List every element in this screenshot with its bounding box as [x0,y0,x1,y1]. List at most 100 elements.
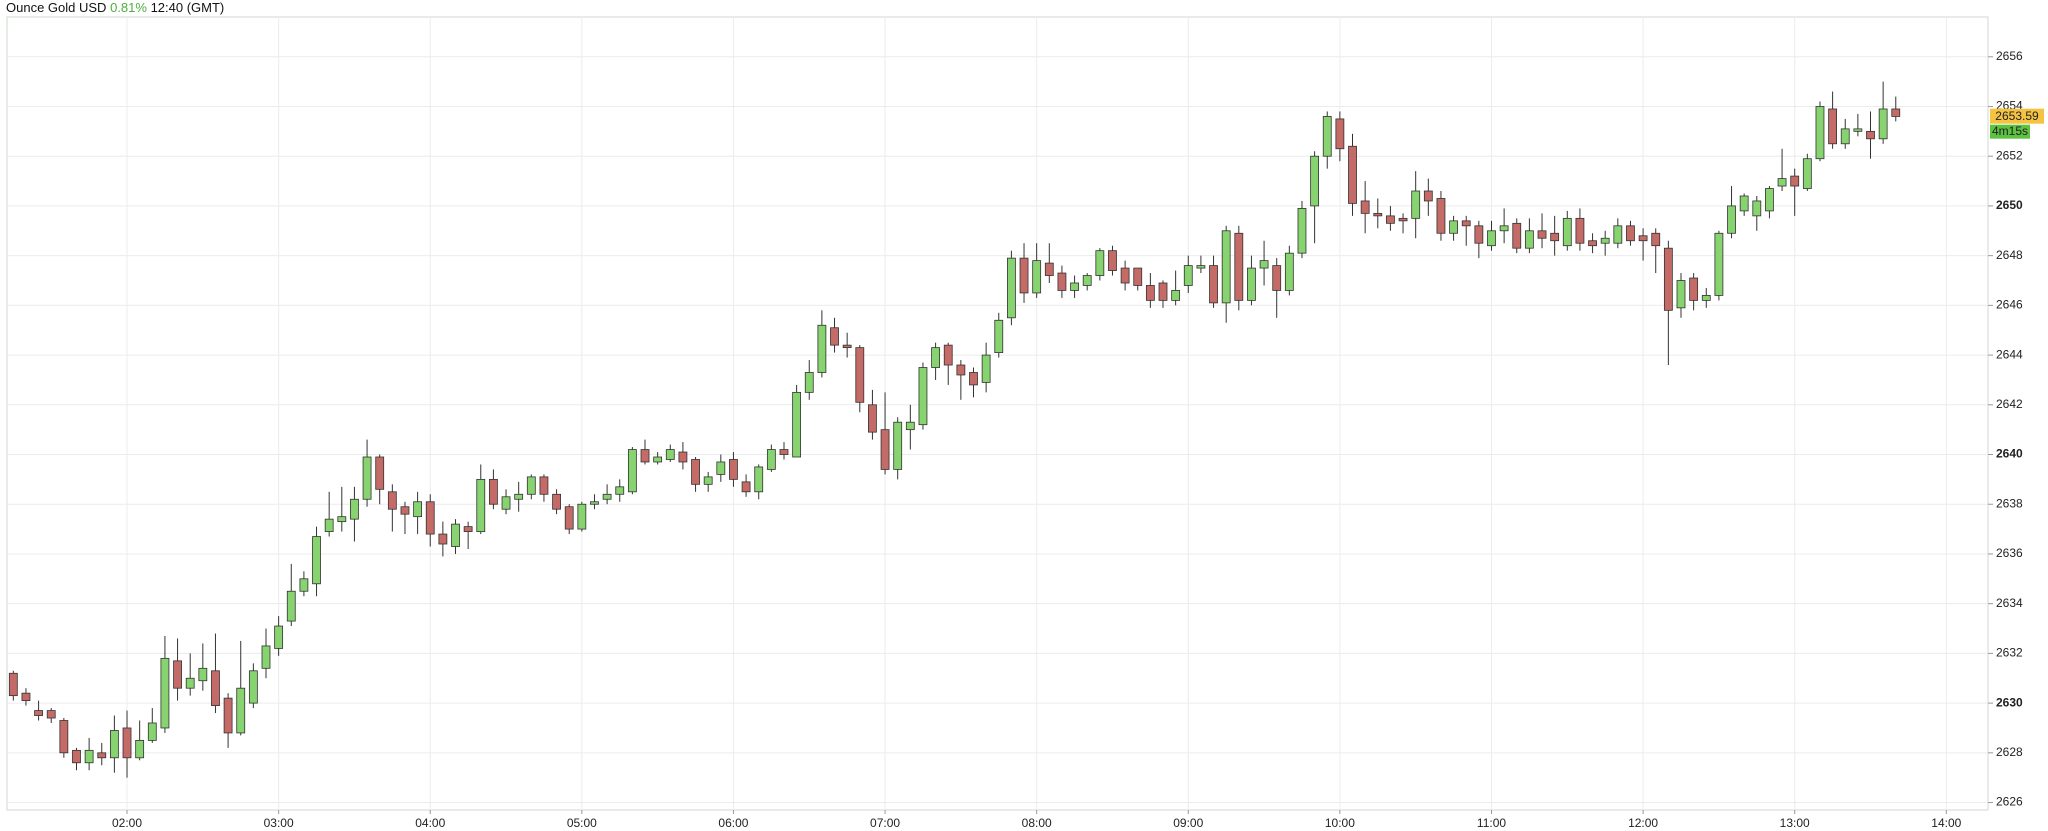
candle-body [779,449,789,455]
countdown-tag [1990,124,2030,139]
header: Ounce Gold USD 0.81% 12:40 (GMT) [6,0,224,16]
candle-body [1158,282,1168,301]
title: Ounce Gold USD [6,0,107,15]
candle-body [678,451,688,463]
plot-frame [6,16,1989,811]
candle-body [1777,178,1787,187]
candle-body [476,478,486,532]
y-tick-label: 2656 [1996,49,2023,63]
candle-body [1133,267,1143,286]
candle-body [1689,277,1699,301]
candle-body [160,657,170,729]
candle-body [552,493,561,510]
candle-body [918,367,928,426]
candle-body [34,710,43,716]
candle-body [1006,257,1016,319]
candle-body [1082,275,1092,286]
candle-body [1335,118,1345,150]
candle-body [1461,220,1471,227]
candle-body [337,516,347,523]
candle-body [425,501,435,535]
candle-body [804,372,814,393]
x-tick-label: 03:00 [264,816,294,830]
candle-body [375,456,385,490]
candle-body [602,493,612,500]
candle-body [653,456,663,463]
candle-body [514,493,524,500]
candle-body [489,478,498,505]
y-tick-label: 2630 [1996,695,2023,709]
y-tick-label: 2650 [1996,198,2023,212]
candle-body [1108,250,1117,271]
time-label: 12:40 (GMT) [150,0,225,15]
candle-body [1423,190,1433,202]
candle-body [1562,217,1572,247]
candle-body [1272,265,1282,291]
candle-body [135,739,145,759]
candle-body [1891,108,1901,117]
candle-body [1398,217,1408,222]
candle-body [1828,108,1838,145]
candle-body [438,533,448,545]
candle-body [400,506,410,515]
candle-body [286,590,296,622]
candle-body [627,449,637,493]
candle-body [1057,272,1067,291]
candle-body [1348,145,1357,204]
candle-body [1221,230,1231,304]
candle-body [1259,260,1269,269]
candle-body [147,722,157,741]
candle-body [1386,215,1395,224]
candle-body [1866,130,1875,140]
candle-body [1676,280,1686,309]
candle-body [1183,265,1193,286]
candle-body [665,449,675,460]
candle-body [842,344,852,349]
candle-body [1297,208,1307,254]
candle-body [173,660,182,689]
candle-body [223,697,233,734]
candle-body [236,687,246,734]
candle-body [8,672,18,697]
y-tick-label: 2638 [1996,496,2023,510]
candle-body [1663,247,1673,311]
candle-body [741,481,751,493]
candle-body [350,498,359,520]
candle-body [451,523,460,547]
y-tick-label: 2632 [1996,646,2023,660]
candle-body [84,749,94,764]
candle-body [1739,195,1749,212]
candle-body [97,752,107,759]
x-tick-label: 08:00 [1022,816,1052,830]
candle-body [362,456,372,500]
candle-body [754,466,764,493]
x-tick-label: 07:00 [870,816,900,830]
candle-body [1209,265,1218,304]
candle-body [766,449,776,470]
last-price-tag [1990,108,2044,124]
candle-body [1727,205,1736,234]
y-tick-label: 2644 [1996,347,2023,361]
candle-body [716,461,726,475]
x-tick-label: 14:00 [1931,816,1961,830]
candle-body [413,501,423,518]
candle-body [830,327,839,346]
last-price-label: 2653.59 [1995,109,2039,123]
candle-body [1752,200,1762,217]
candle-body [943,344,953,366]
x-tick-label: 02:00 [112,816,142,830]
y-tick-label: 2636 [1996,546,2023,560]
candle-body [703,476,713,485]
candle-body [729,459,738,480]
candle-body [1499,225,1509,232]
candle-body [1765,188,1774,212]
candle-body [931,347,940,368]
candle-body [1436,198,1446,234]
candle-body [640,449,650,463]
candle-body [880,429,890,470]
y-tick-label: 2640 [1996,447,2023,461]
candle-body [1234,232,1244,301]
x-tick-label: 13:00 [1780,816,1810,830]
